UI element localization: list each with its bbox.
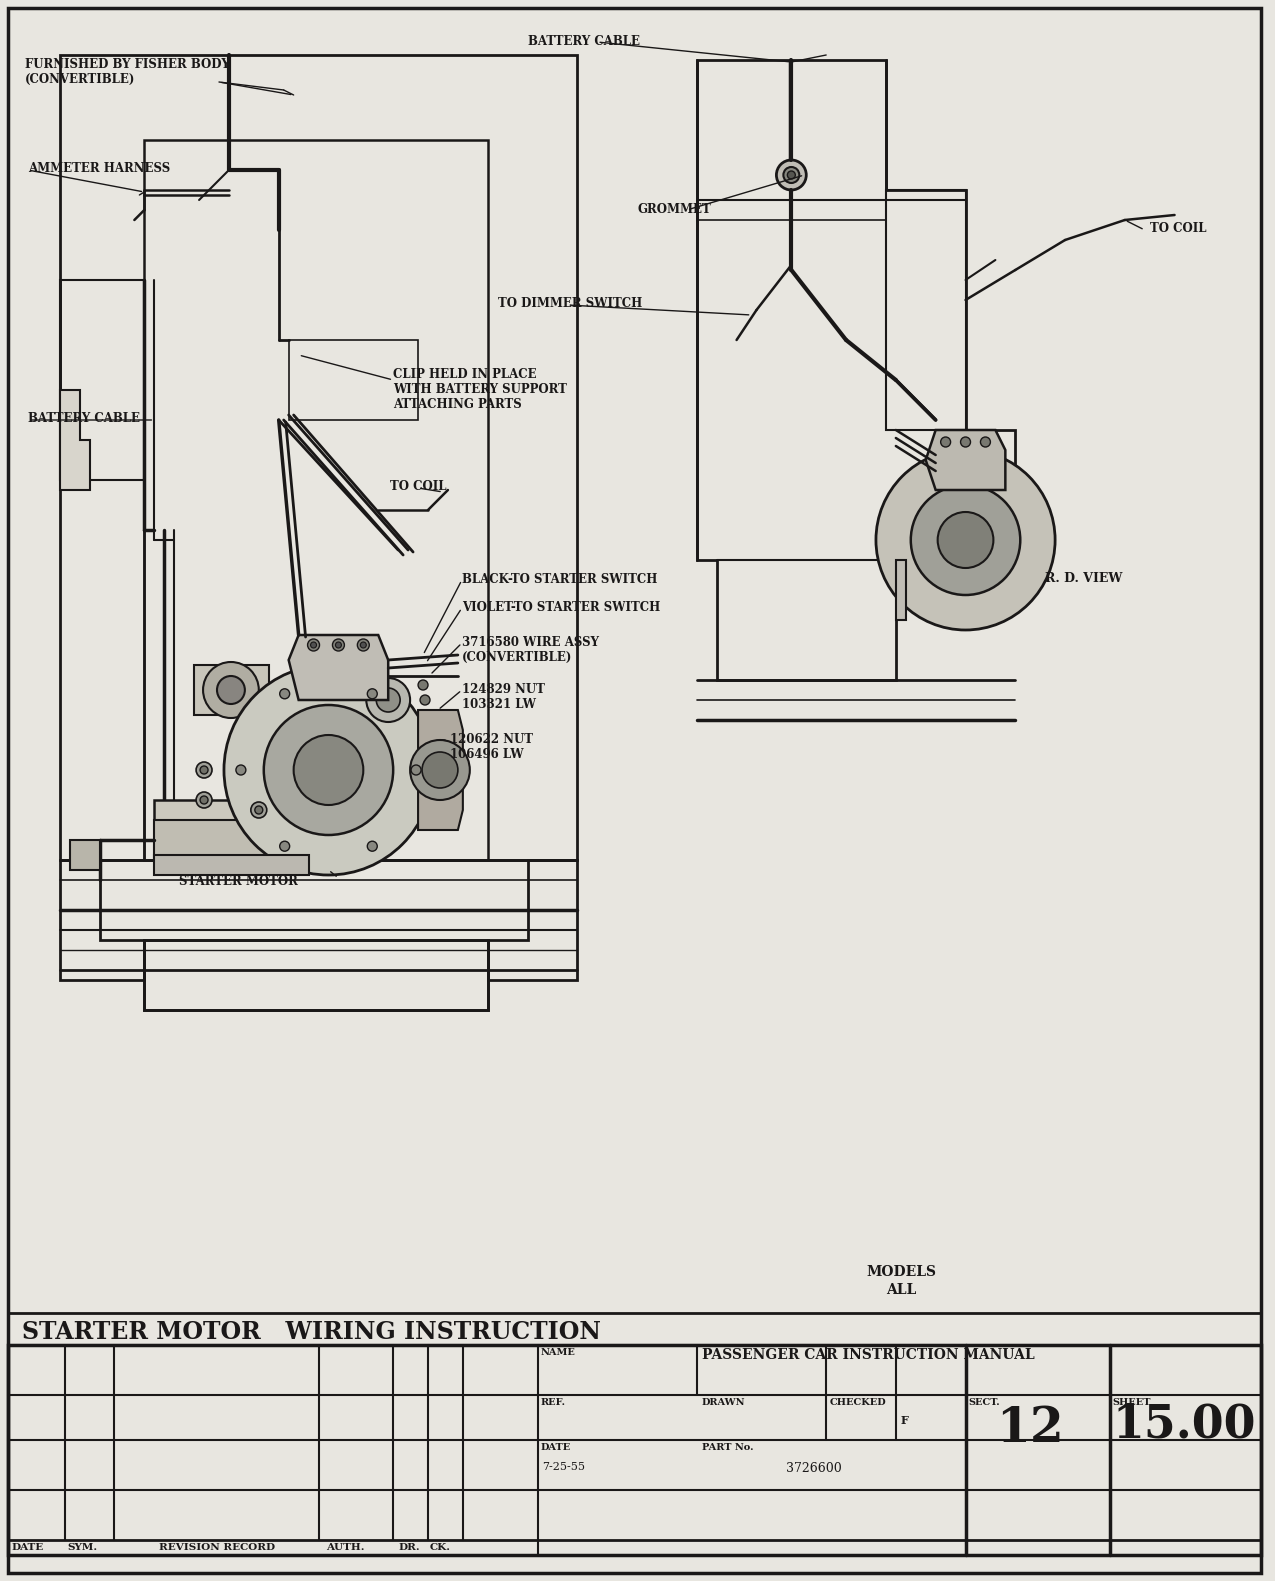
Text: F: F xyxy=(901,1415,909,1426)
Text: REVISION RECORD: REVISION RECORD xyxy=(159,1543,275,1553)
Circle shape xyxy=(357,639,370,651)
Circle shape xyxy=(255,806,263,814)
Circle shape xyxy=(279,689,289,699)
Circle shape xyxy=(293,735,363,805)
Bar xyxy=(60,280,144,481)
Text: CHECKED: CHECKED xyxy=(829,1398,886,1407)
Text: CK.: CK. xyxy=(430,1543,451,1553)
Circle shape xyxy=(361,642,366,648)
Polygon shape xyxy=(154,855,309,874)
Text: VIOLET-TO STARTER SWITCH: VIOLET-TO STARTER SWITCH xyxy=(462,601,660,613)
Text: REF.: REF. xyxy=(541,1398,566,1407)
Circle shape xyxy=(876,451,1056,629)
Circle shape xyxy=(264,705,393,835)
Text: BATTERY CABLE: BATTERY CABLE xyxy=(528,35,640,47)
Polygon shape xyxy=(926,430,1006,490)
Text: TO COIL: TO COIL xyxy=(1150,221,1206,236)
Polygon shape xyxy=(288,636,388,700)
Text: TO COIL: TO COIL xyxy=(390,481,446,493)
Circle shape xyxy=(217,677,245,704)
Circle shape xyxy=(418,680,428,689)
Text: 12: 12 xyxy=(996,1406,1065,1451)
Text: ALL: ALL xyxy=(886,1284,917,1296)
Text: SYM.: SYM. xyxy=(68,1543,98,1553)
Polygon shape xyxy=(896,560,905,620)
Bar xyxy=(288,340,418,421)
Circle shape xyxy=(776,160,806,190)
Text: 3716580 WIRE ASSY
(CONVERTIBLE): 3716580 WIRE ASSY (CONVERTIBLE) xyxy=(462,636,599,664)
Circle shape xyxy=(367,841,377,851)
Polygon shape xyxy=(418,710,463,830)
Polygon shape xyxy=(154,800,309,860)
Circle shape xyxy=(224,666,434,874)
Text: GROMMET: GROMMET xyxy=(638,202,710,217)
Circle shape xyxy=(910,485,1020,594)
Text: AUTH.: AUTH. xyxy=(326,1543,365,1553)
Text: 124829 NUT
103321 LW: 124829 NUT 103321 LW xyxy=(462,683,544,711)
Circle shape xyxy=(200,795,208,805)
Circle shape xyxy=(980,436,991,447)
Text: DR.: DR. xyxy=(398,1543,419,1553)
Circle shape xyxy=(311,642,316,648)
Text: BATTERY CABLE: BATTERY CABLE xyxy=(28,413,140,425)
Text: 120622 NUT
106496 LW: 120622 NUT 106496 LW xyxy=(450,734,533,760)
Circle shape xyxy=(788,171,796,179)
Circle shape xyxy=(200,767,208,775)
Circle shape xyxy=(941,436,951,447)
Text: PASSENGER CAR INSTRUCTION MANUAL: PASSENGER CAR INSTRUCTION MANUAL xyxy=(701,1349,1034,1361)
Circle shape xyxy=(307,639,320,651)
Text: 15.00: 15.00 xyxy=(1113,1402,1256,1448)
Text: DRAWN: DRAWN xyxy=(701,1398,746,1407)
Circle shape xyxy=(411,740,469,800)
Circle shape xyxy=(411,765,421,775)
Circle shape xyxy=(960,436,970,447)
Text: NAME: NAME xyxy=(541,1349,575,1356)
Text: MODELS: MODELS xyxy=(866,1265,936,1279)
Text: SHEET: SHEET xyxy=(1113,1398,1151,1407)
Circle shape xyxy=(376,688,400,711)
Text: R. D. VIEW: R. D. VIEW xyxy=(1046,572,1122,585)
Polygon shape xyxy=(194,666,269,715)
Text: SECT.: SECT. xyxy=(969,1398,1000,1407)
Circle shape xyxy=(236,765,246,775)
Circle shape xyxy=(425,726,434,735)
Text: FURNISHED BY FISHER BODY
(CONVERTIBLE): FURNISHED BY FISHER BODY (CONVERTIBLE) xyxy=(26,58,230,85)
Circle shape xyxy=(196,762,212,778)
Circle shape xyxy=(335,642,342,648)
Circle shape xyxy=(279,841,289,851)
Text: STARTER MOTOR   WIRING INSTRUCTION: STARTER MOTOR WIRING INSTRUCTION xyxy=(22,1320,601,1344)
Polygon shape xyxy=(60,391,89,490)
Circle shape xyxy=(366,678,411,723)
Text: TO DIMMER SWITCH: TO DIMMER SWITCH xyxy=(497,297,641,310)
Text: AMMETER HARNESS: AMMETER HARNESS xyxy=(28,161,170,175)
Circle shape xyxy=(251,802,266,817)
Circle shape xyxy=(203,662,259,718)
Bar xyxy=(154,821,309,860)
Text: DATE: DATE xyxy=(11,1543,45,1553)
Bar xyxy=(8,1345,1261,1556)
Circle shape xyxy=(937,512,993,568)
Circle shape xyxy=(422,753,458,787)
Polygon shape xyxy=(70,840,99,870)
Circle shape xyxy=(422,710,432,719)
Text: PART No.: PART No. xyxy=(701,1443,754,1451)
Circle shape xyxy=(333,639,344,651)
Circle shape xyxy=(367,689,377,699)
Circle shape xyxy=(426,740,436,749)
Circle shape xyxy=(783,168,799,183)
Text: CLIP HELD IN PLACE
WITH BATTERY SUPPORT
ATTACHING PARTS: CLIP HELD IN PLACE WITH BATTERY SUPPORT … xyxy=(393,368,567,411)
Text: 3726600: 3726600 xyxy=(787,1462,842,1475)
Text: 7-25-55: 7-25-55 xyxy=(542,1462,585,1472)
Text: BLACK-TO STARTER SWITCH: BLACK-TO STARTER SWITCH xyxy=(462,572,657,587)
Text: STARTER MOTOR: STARTER MOTOR xyxy=(180,874,298,889)
Circle shape xyxy=(196,792,212,808)
Circle shape xyxy=(419,696,430,705)
Text: DATE: DATE xyxy=(541,1443,571,1451)
